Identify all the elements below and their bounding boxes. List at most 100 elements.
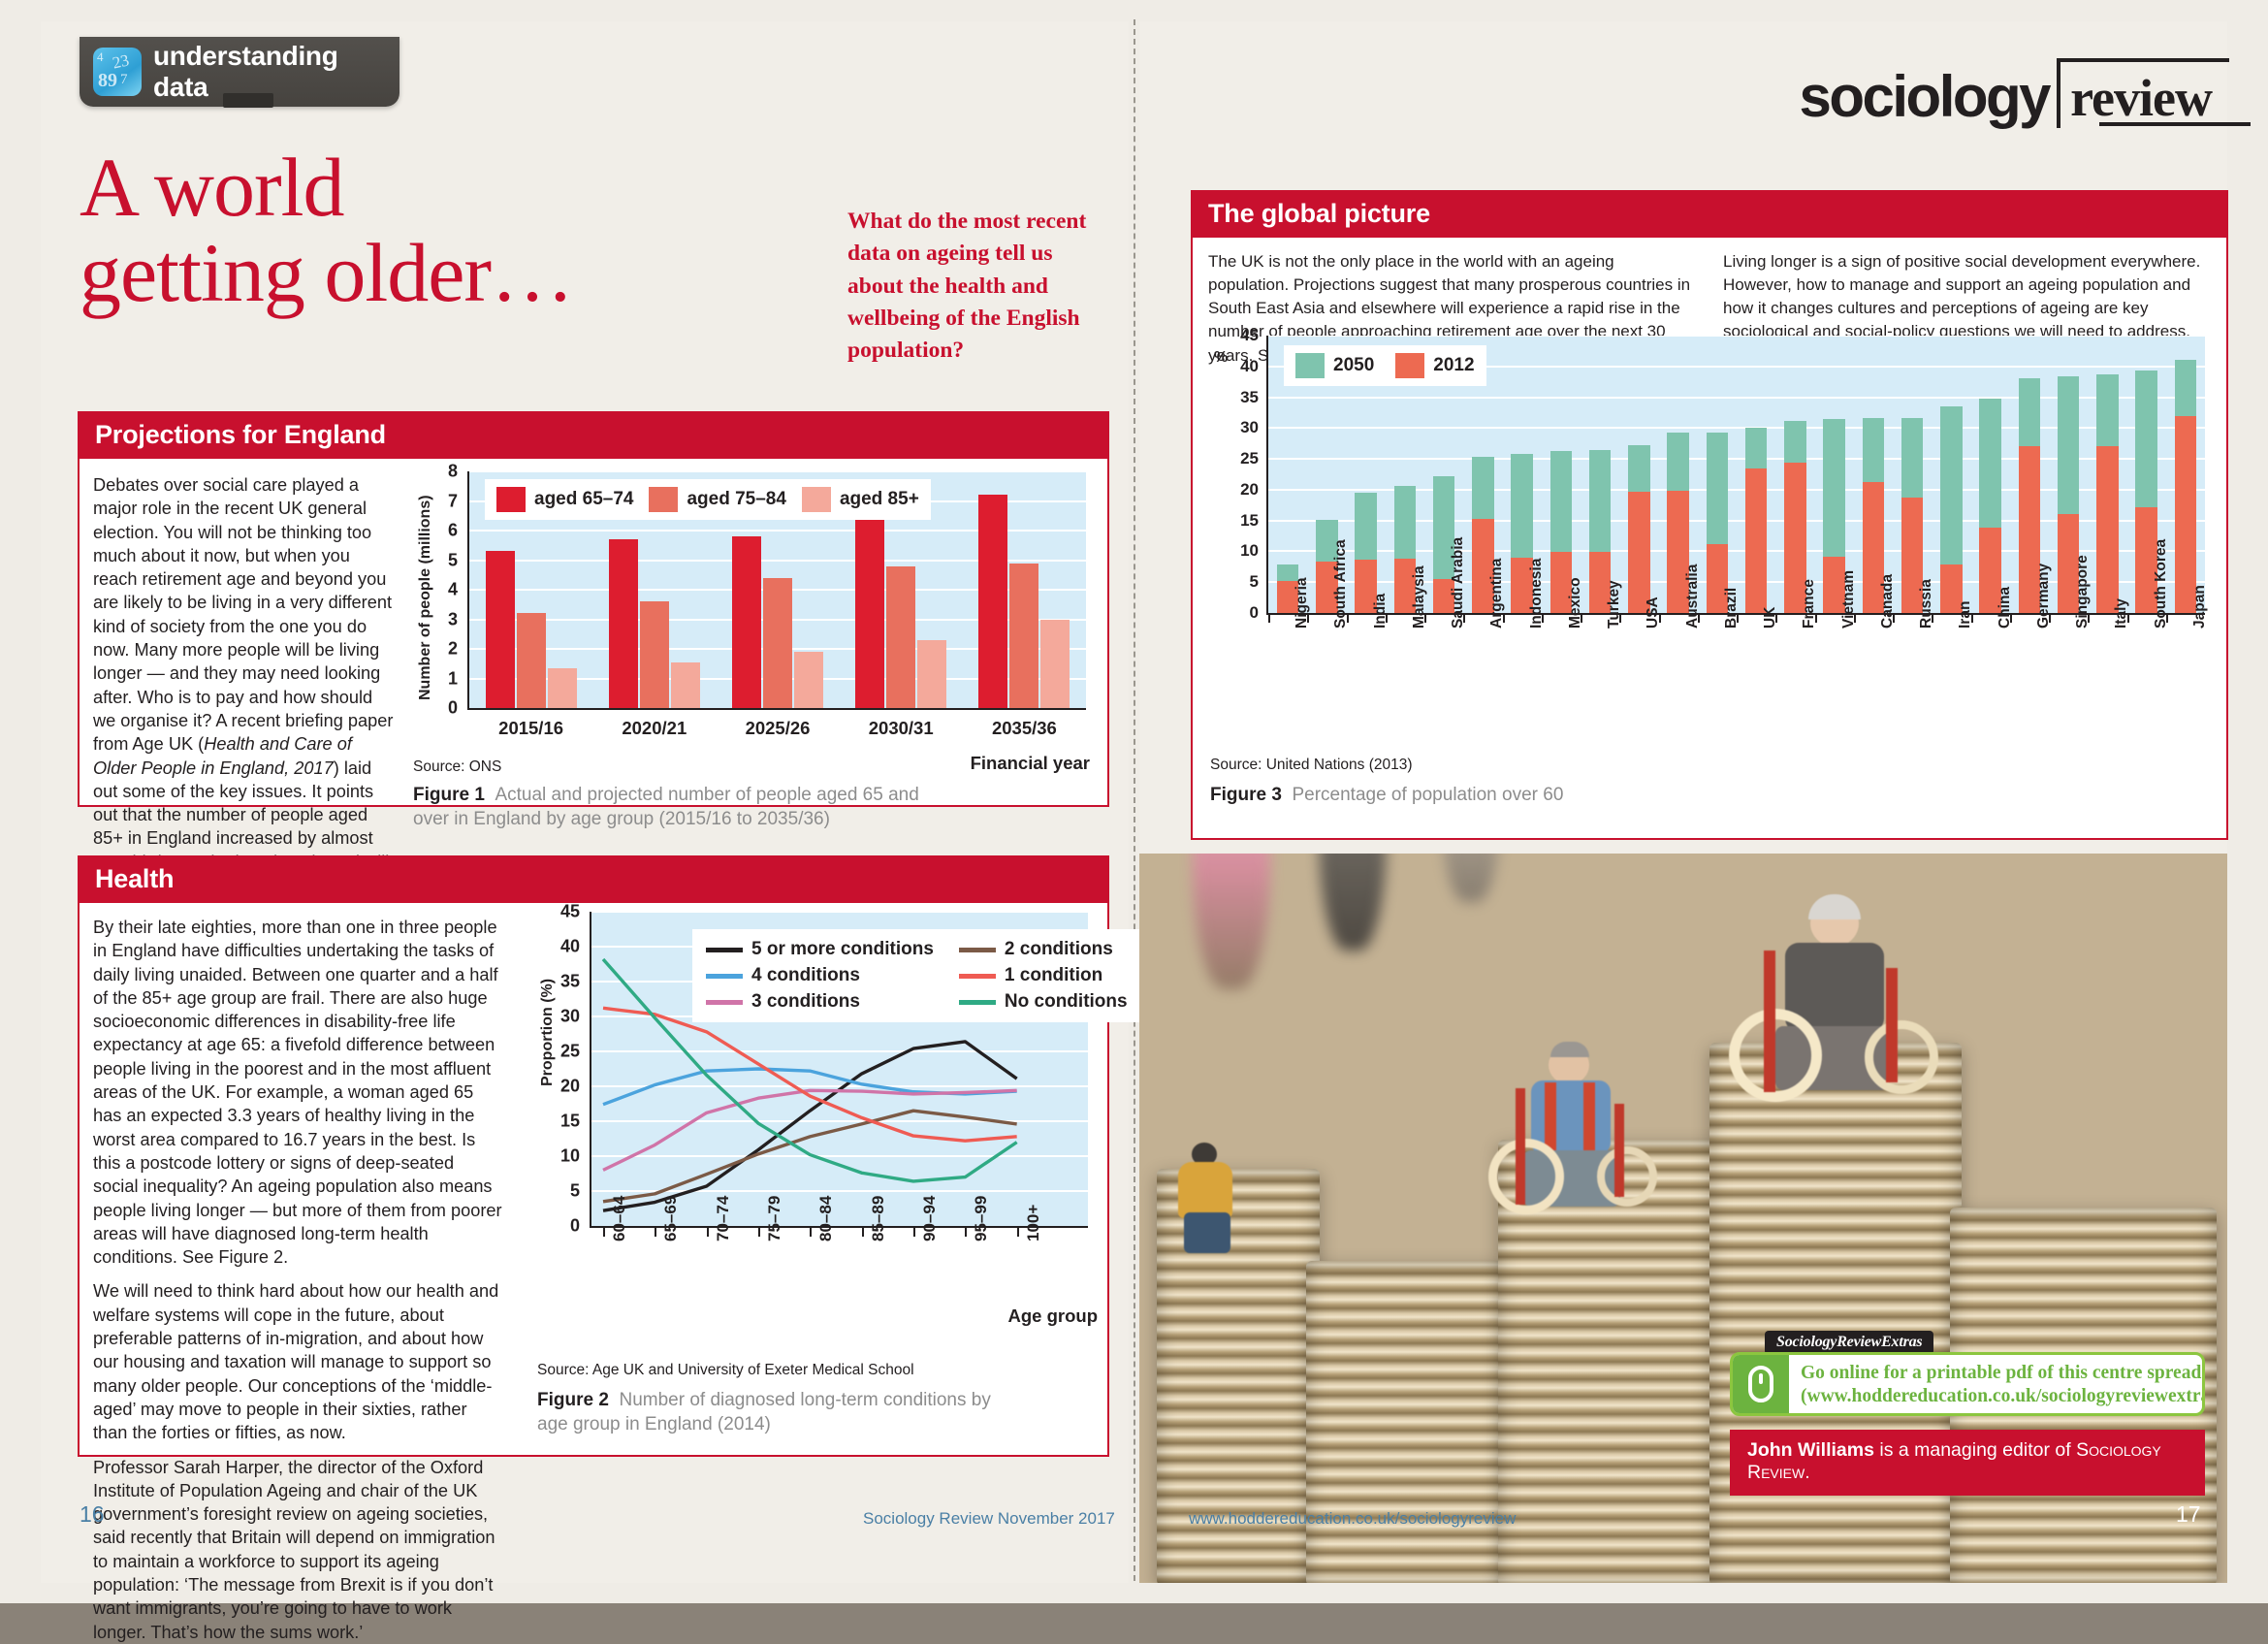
- figure1-bar-2035-36-0: [978, 495, 1008, 708]
- figure3-bar-2012-Malaysia: [1393, 559, 1417, 613]
- figure3-gridline-20: [1268, 488, 2205, 491]
- legend-swatch-2012: [1395, 353, 1425, 378]
- figure1-legend-item-0: aged 65–74: [496, 487, 633, 512]
- figurine-man-in-wheelchair: [1477, 1042, 1671, 1286]
- figure3-bar-2012-China: [1979, 528, 2001, 613]
- figure3-bar-2012-Iran: [1940, 564, 1963, 613]
- figure2-xtick-8: [1016, 1228, 1019, 1237]
- figure3-xlabel-1: South Africa: [1332, 539, 1350, 629]
- figure1-bar-2020-21-2: [670, 661, 700, 708]
- gutter-fold-line: [1134, 19, 1135, 1581]
- figure1-ytick-7: 7: [447, 491, 458, 510]
- figure3-bar-2012-UK: [1744, 468, 1768, 613]
- figure1-ytick-3: 3: [447, 609, 458, 629]
- figure3-x-axis: [1266, 613, 2205, 615]
- thumb-number-1: 4: [97, 49, 104, 64]
- standfirst: What do the most recent data on ageing t…: [847, 209, 1087, 364]
- figure1-x-axis-title: Financial year: [970, 753, 1090, 773]
- figure3-bar-2012-Vietnam: [1823, 557, 1845, 613]
- figure1-caption-text: Actual and projected number of people ag…: [413, 785, 919, 829]
- figure2-caption-label: Figure 2: [537, 1390, 609, 1410]
- figure3-caption-text: Percentage of population over 60: [1292, 785, 1564, 805]
- figure2-ytick-30: 30: [559, 1006, 580, 1026]
- byline: John Williams is a managing editor of So…: [1730, 1430, 2205, 1496]
- figure3-xtick-12: [1737, 615, 1739, 623]
- figure2-xlabel-2: 70–74: [713, 1195, 732, 1241]
- figure1-ytick-8: 8: [447, 461, 458, 481]
- figure3-bar-2050-Iran: [1940, 406, 1963, 613]
- figurine-body: [1178, 1162, 1232, 1218]
- figure3-gridline-35: [1268, 396, 2205, 399]
- figure2-xtick-0: [603, 1228, 605, 1237]
- figurine-seated-man: [1170, 1143, 1242, 1259]
- figure1-caption-label: Figure 1: [413, 785, 485, 805]
- wheelchair-woman-wheel-left: [1729, 1009, 1822, 1102]
- figure2-xlabel-4: 80–84: [816, 1195, 836, 1241]
- figure1-ytick-1: 1: [447, 668, 458, 688]
- figure3-xtick-13: [1775, 615, 1778, 623]
- figure3-ytick-10: 10: [1240, 541, 1259, 561]
- figure3-xlabel-15: Canada: [1878, 574, 1896, 629]
- figure2-xlabel-6: 90–94: [920, 1195, 939, 1241]
- figure1-bar-2030-31-1: [886, 565, 916, 708]
- figure1-bar-2020-21-0: [608, 539, 638, 708]
- figure2-xtick-2: [706, 1228, 709, 1237]
- legend-label-1-condition: 1 condition: [1004, 965, 1103, 985]
- footer-issue: Sociology Review November 2017: [863, 1509, 1115, 1528]
- figure1-xlabel-4: 2035/36: [991, 718, 1057, 738]
- figure3-bar-2012-Russia: [1901, 497, 1924, 613]
- wheelchair-woman-frame-right: [1886, 968, 1898, 1082]
- magazine-spread: 4 23 89 7 understanding data A world gett…: [0, 0, 2268, 1603]
- figure3-bar-2012-Canada: [1862, 481, 1885, 613]
- figure3-xtick-16: [1893, 615, 1895, 623]
- figure3-xtick-9: [1619, 615, 1622, 623]
- figure3-bar-2012-Nigeria: [1276, 580, 1299, 613]
- masthead-review: review: [2057, 58, 2251, 128]
- figure3-legend: 2050 2012: [1284, 345, 1486, 386]
- figure2-caption: Figure 2 Number of diagnosed long-term c…: [537, 1389, 1022, 1436]
- figure1-ytick-6: 6: [447, 520, 458, 540]
- understanding-data-thumbnail-icon: 4 23 89 7: [93, 48, 142, 96]
- blurred-person-2: [1319, 854, 1387, 951]
- wheelchair-woman-wheel-right: [1865, 1020, 1938, 1094]
- figure3-xlabel-6: Indonesia: [1527, 558, 1545, 629]
- figure3-xlabel-4: Saudi Arabia: [1450, 536, 1467, 629]
- figure3-ytick-20: 20: [1240, 479, 1259, 499]
- figure2-series-0: [602, 1040, 1018, 1212]
- blurred-person-3: [1440, 854, 1502, 902]
- figure3-xlabel-10: Australia: [1683, 564, 1701, 629]
- figure3-gridline-30: [1268, 427, 2205, 430]
- figure2-xtick-3: [758, 1228, 760, 1237]
- figure3-xtick-5: [1463, 615, 1466, 623]
- figure2-legend-item-5: No conditions: [958, 991, 1128, 1013]
- figure3-bar-2012-South-Korea: [2135, 506, 2157, 613]
- figure2-x-axis: [590, 1226, 1088, 1228]
- figure2-legend-item-4: 1 condition: [958, 965, 1128, 986]
- figure3-bar-2012-India: [1355, 560, 1377, 613]
- figure2-ytick-10: 10: [559, 1145, 580, 1166]
- figure1-bar-2035-36-2: [1040, 619, 1070, 708]
- figure2-legend-item-1: 4 conditions: [706, 965, 934, 986]
- figure3-xlabel-2: India: [1371, 593, 1389, 629]
- panel-projections-heading: Projections for England: [80, 413, 1107, 459]
- figure1-xlabel-3: 2030/31: [868, 718, 934, 738]
- legend-line-2-conditions: [958, 947, 996, 952]
- figure1-y-axis: [467, 471, 469, 708]
- health-paragraph-1: We will need to think hard about how our…: [93, 1281, 499, 1443]
- figure2-line-series: [601, 957, 1018, 1212]
- thumb-number-4: 7: [120, 72, 128, 87]
- understanding-data-tab: 4 23 89 7 understanding data: [80, 37, 399, 108]
- figure1-gridline-8: [469, 471, 1086, 472]
- figure3-ytick-30: 30: [1240, 418, 1259, 437]
- figure2-xlabel-3: 75–79: [765, 1195, 783, 1241]
- byline-rest: is a managing editor of: [1873, 1439, 2077, 1461]
- extras-line-2[interactable]: (www.hoddereducation.co.uk/sociologyrevi…: [1801, 1385, 2205, 1406]
- figure2-ytick-40: 40: [559, 936, 580, 956]
- figure1-xlabel-1: 2020/21: [622, 718, 687, 738]
- figure3-ytick-25: 25: [1240, 449, 1259, 468]
- extras-callout[interactable]: Go online for a printable pdf of this ce…: [1730, 1352, 2205, 1416]
- figure3-gridline-40: [1268, 365, 2205, 368]
- figure3-xlabel-16: Russia: [1918, 579, 1935, 629]
- figure2-ytick-25: 25: [559, 1041, 580, 1061]
